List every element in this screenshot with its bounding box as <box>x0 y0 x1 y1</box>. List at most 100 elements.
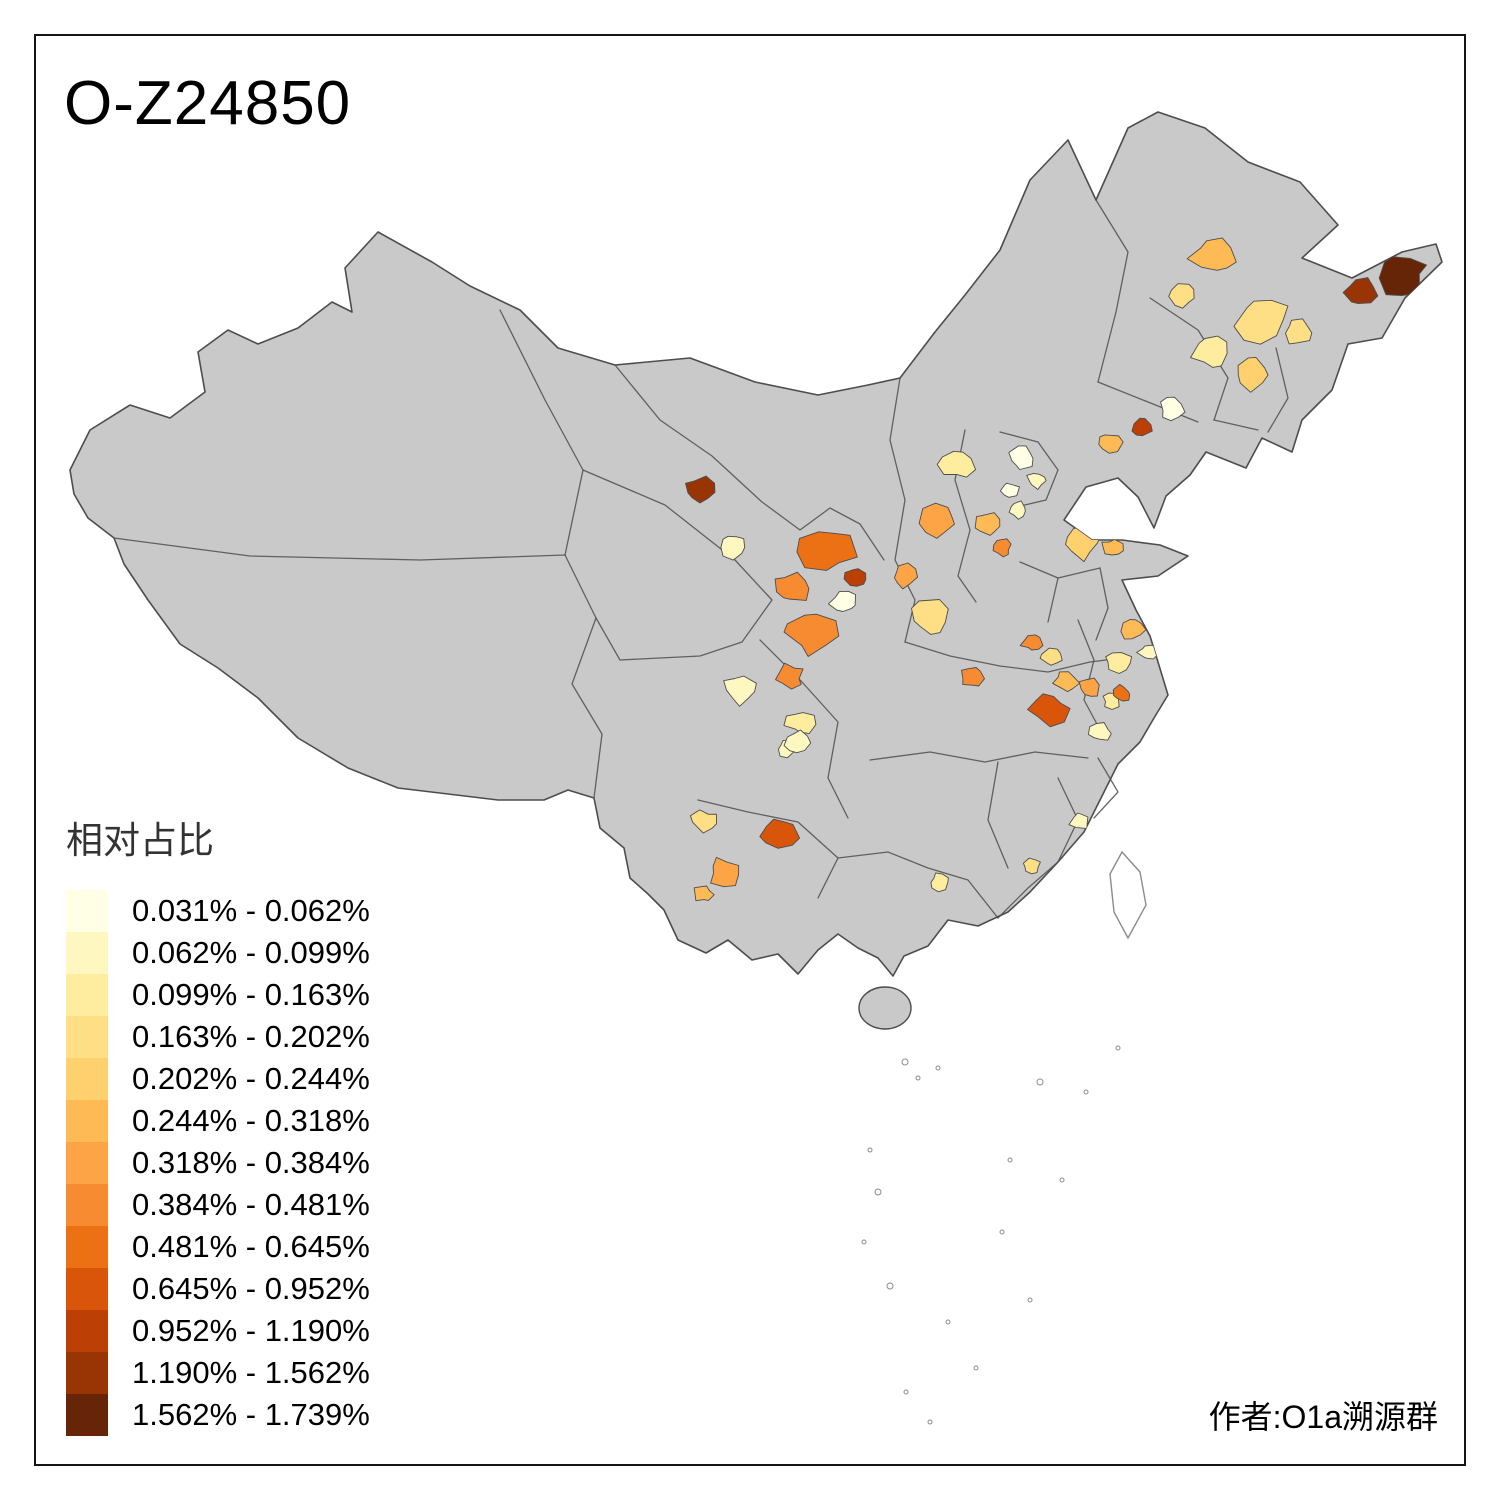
map-region <box>1112 683 1131 702</box>
map-region <box>1186 237 1237 271</box>
map-region <box>710 856 740 888</box>
legend-label: 0.952% - 1.190% <box>132 1313 370 1348</box>
map-region <box>974 512 1001 536</box>
island-dot <box>901 1058 909 1066</box>
map-region <box>1160 396 1186 422</box>
island-dot <box>1036 1078 1044 1086</box>
island-dot <box>927 1419 933 1425</box>
legend-swatch <box>66 890 108 932</box>
map-region <box>843 568 867 587</box>
island-dot <box>945 1319 951 1325</box>
map-region <box>918 502 955 539</box>
legend-row: 0.163% - 0.202% <box>66 1016 370 1058</box>
legend-row: 0.952% - 1.190% <box>66 1310 370 1352</box>
map-region <box>689 809 717 834</box>
map-region <box>693 885 715 902</box>
legend-label: 0.062% - 0.099% <box>132 935 370 970</box>
legend-swatch <box>66 1016 108 1058</box>
map-region <box>1008 500 1026 520</box>
legend-row: 0.318% - 0.384% <box>66 1142 370 1184</box>
map-region <box>783 712 817 735</box>
legend-swatch <box>66 932 108 974</box>
island-dot <box>1059 1177 1065 1183</box>
hainan-island <box>858 986 912 1030</box>
map-region <box>893 562 919 590</box>
legend-row: 0.384% - 0.481% <box>66 1184 370 1226</box>
legend-row: 0.062% - 0.099% <box>66 932 370 974</box>
island-dot <box>1027 1297 1033 1303</box>
legend-label: 0.031% - 0.062% <box>132 893 370 928</box>
map-region <box>1233 299 1289 345</box>
island-dot <box>903 1389 909 1395</box>
map-region <box>720 535 746 561</box>
island-dot <box>935 1065 941 1071</box>
island-dot <box>874 1188 882 1196</box>
map-region <box>911 599 949 635</box>
map-region <box>1168 283 1195 309</box>
legend-swatch <box>66 1310 108 1352</box>
legend-label: 1.562% - 1.739% <box>132 1397 370 1432</box>
island-dot <box>973 1365 979 1371</box>
map-region <box>1026 472 1047 490</box>
map-region <box>827 590 856 612</box>
legend-label: 0.645% - 0.952% <box>132 1271 370 1306</box>
legend-label: 0.163% - 0.202% <box>132 1019 370 1054</box>
map-region <box>1027 693 1071 728</box>
legend-row: 0.099% - 0.163% <box>66 974 370 1016</box>
island-dot <box>915 1075 921 1081</box>
map-region <box>685 475 716 504</box>
map-region <box>1378 256 1427 297</box>
legend-label: 0.099% - 0.163% <box>132 977 370 1012</box>
legend: 相对占比 0.031% - 0.062% 0.062% - 0.099% 0.0… <box>66 810 370 1436</box>
taiwan-island <box>1109 850 1147 940</box>
map-region <box>759 818 801 849</box>
map-region <box>1022 857 1041 875</box>
legend-row: 0.031% - 0.062% <box>66 890 370 932</box>
map-region <box>1113 508 1134 528</box>
legend-swatch <box>66 1268 108 1310</box>
legend-swatch <box>66 1100 108 1142</box>
map-region <box>1105 652 1133 674</box>
map-region <box>783 613 840 657</box>
legend-row: 0.244% - 0.318% <box>66 1100 370 1142</box>
legend-row: 0.202% - 0.244% <box>66 1058 370 1100</box>
legend-label: 0.202% - 0.244% <box>132 1061 370 1096</box>
map-region <box>1052 671 1081 693</box>
legend-swatch <box>66 1352 108 1394</box>
south-china-sea-islands <box>861 1045 1121 1425</box>
map-region <box>783 729 812 754</box>
map-region <box>1039 647 1063 666</box>
island-dot <box>867 1147 873 1153</box>
map-region <box>992 538 1012 558</box>
map-region <box>723 675 757 707</box>
island-dot <box>1007 1157 1013 1163</box>
map-region <box>774 571 810 601</box>
map-region <box>1125 514 1152 538</box>
legend-row: 0.645% - 0.952% <box>66 1268 370 1310</box>
legend-label: 1.190% - 1.562% <box>132 1355 370 1390</box>
author-credit: 作者:O1a溯源群 <box>1208 1399 1438 1435</box>
island-dot <box>1115 1045 1121 1051</box>
legend-swatch <box>66 1184 108 1226</box>
map-region <box>930 872 949 893</box>
legend-label: 0.384% - 0.481% <box>132 1187 370 1222</box>
legend-row: 0.481% - 0.645% <box>66 1226 370 1268</box>
map-region <box>1131 417 1153 437</box>
legend-swatch <box>66 1394 108 1436</box>
map-region <box>961 667 985 687</box>
map-region <box>1019 634 1044 651</box>
plot-title: O-Z24850 <box>64 69 352 138</box>
map-region <box>1068 812 1089 830</box>
island-dot <box>999 1229 1005 1235</box>
island-dot <box>886 1282 894 1290</box>
legend-label: 0.481% - 0.645% <box>132 1229 370 1264</box>
map-region <box>999 482 1020 498</box>
map-region <box>1190 335 1228 368</box>
legend-label: 0.244% - 0.318% <box>132 1103 370 1138</box>
map-region <box>1087 722 1112 741</box>
map-region <box>936 450 977 478</box>
legend-swatch <box>66 1058 108 1100</box>
legend-swatch <box>66 1226 108 1268</box>
